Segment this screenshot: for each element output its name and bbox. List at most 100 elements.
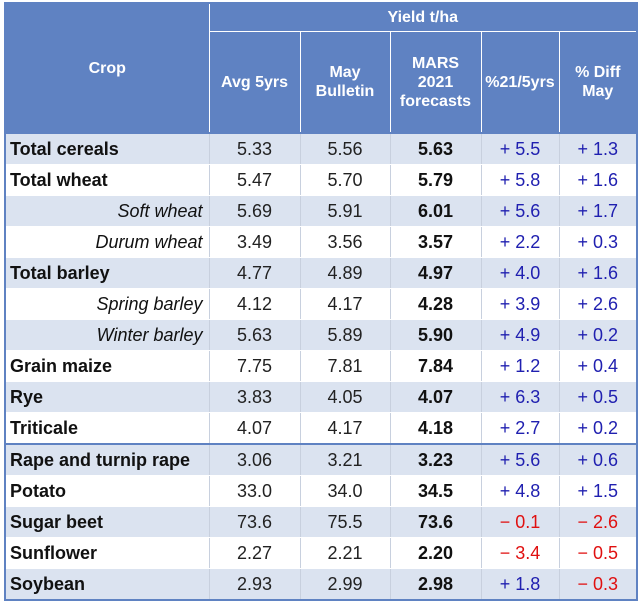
cell-avg-5yrs: 33.0 [208, 475, 301, 507]
cell-mars-forecast: 5.90 [389, 319, 482, 351]
cell-crop: Total wheat [4, 164, 210, 196]
cell-crop: Potato [4, 475, 210, 507]
cell-may-bulletin: 75.5 [299, 506, 391, 538]
table-body: Total cereals 5.33 5.56 5.63 + 5.5 + 1.3 Total… [4, 132, 638, 601]
header-mars-forecasts: MARS 2021 forecasts [389, 31, 482, 134]
cell-mars-forecast: 2.98 [389, 568, 482, 601]
cell-pct-21-5yrs: + 4.0 [480, 257, 560, 289]
table-row: Durum wheat 3.49 3.56 3.57 + 2.2 + 0.3 [4, 226, 638, 258]
table-row: Grain maize 7.75 7.81 7.84 + 1.2 + 0.4 [4, 350, 638, 382]
cell-pct-21-5yrs: − 0.1 [480, 506, 560, 538]
cell-pct-21-5yrs: + 4.8 [480, 475, 560, 507]
cell-mars-forecast: 34.5 [389, 475, 482, 507]
cell-may-bulletin: 7.81 [299, 350, 391, 382]
cell-may-bulletin: 4.17 [299, 288, 391, 320]
table-row: Total barley 4.77 4.89 4.97 + 4.0 + 1.6 [4, 257, 638, 289]
crop-yield-table-container: Crop Yield t/ha Avg 5yrs May Bulletin MA… [4, 2, 638, 601]
header-mars-line1: MARS [411, 54, 460, 72]
cell-pct-diff-may: + 1.3 [558, 132, 638, 165]
cell-pct-21-5yrs: + 4.9 [480, 319, 560, 351]
cell-pct-diff-may: − 0.3 [558, 568, 638, 601]
cell-crop: Grain maize [4, 350, 210, 382]
cell-mars-forecast: 4.18 [389, 412, 482, 445]
cell-mars-forecast: 3.23 [389, 443, 482, 476]
cell-avg-5yrs: 5.47 [208, 164, 301, 196]
cell-pct-21-5yrs: + 5.5 [480, 132, 560, 165]
cell-mars-forecast: 5.79 [389, 164, 482, 196]
cell-may-bulletin: 3.56 [299, 226, 391, 258]
table-row: Triticale 4.07 4.17 4.18 + 2.7 + 0.2 [4, 412, 638, 445]
cell-avg-5yrs: 3.83 [208, 381, 301, 413]
cell-crop: Soybean [4, 568, 210, 601]
cell-may-bulletin: 3.21 [299, 443, 391, 476]
cell-pct-diff-may: + 0.2 [558, 412, 638, 445]
header-mars-line2: 2021 [417, 73, 454, 91]
cell-pct-21-5yrs: + 2.2 [480, 226, 560, 258]
cell-avg-5yrs: 73.6 [208, 506, 301, 538]
cell-crop: Sugar beet [4, 506, 210, 538]
cell-crop: Winter barley [4, 319, 210, 351]
cell-mars-forecast: 5.63 [389, 132, 482, 165]
cell-may-bulletin: 4.05 [299, 381, 391, 413]
cell-avg-5yrs: 5.69 [208, 195, 301, 227]
cell-mars-forecast: 73.6 [389, 506, 482, 538]
table-row: Sunflower 2.27 2.21 2.20− 3.4− 0.5 [4, 537, 638, 569]
cell-mars-forecast: 2.20 [389, 537, 482, 569]
header-may-bulletin-line2: Bulletin [315, 83, 375, 100]
cell-avg-5yrs: 2.93 [208, 568, 301, 601]
cell-may-bulletin: 5.70 [299, 164, 391, 196]
table-row: Potato 33.0 34.0 34.5 + 4.8 + 1.5 [4, 475, 638, 507]
cell-may-bulletin: 5.89 [299, 319, 391, 351]
cell-avg-5yrs: 5.63 [208, 319, 301, 351]
cell-pct-diff-may: + 0.4 [558, 350, 638, 382]
table-row: Winter barley 5.63 5.89 5.90 + 4.9 + 0.2 [4, 319, 638, 351]
table-row: Rape and turnip rape 3.06 3.21 3.23 + 5.6 + 0… [4, 443, 638, 476]
cell-pct-21-5yrs: + 1.2 [480, 350, 560, 382]
table-row: Soft wheat 5.69 5.91 6.01 + 5.6 + 1.7 [4, 195, 638, 227]
cell-crop: Durum wheat [4, 226, 210, 258]
cell-pct-diff-may: − 0.5 [558, 537, 638, 569]
cell-crop: Total barley [4, 257, 210, 289]
cell-may-bulletin: 4.17 [299, 412, 391, 445]
table-row: Rye 3.83 4.05 4.07 + 6.3 + 0.5 [4, 381, 638, 413]
cell-pct-21-5yrs: + 5.6 [480, 443, 560, 476]
cell-avg-5yrs: 2.27 [208, 537, 301, 569]
header-may-bulletin-line1: May [329, 64, 361, 81]
cell-may-bulletin: 34.0 [299, 475, 391, 507]
crop-yield-table: Crop Yield t/ha Avg 5yrs May Bulletin MA… [4, 2, 638, 601]
cell-avg-5yrs: 4.12 [208, 288, 301, 320]
cell-pct-diff-may: + 0.2 [558, 319, 638, 351]
cell-avg-5yrs: 7.75 [208, 350, 301, 382]
cell-avg-5yrs: 3.06 [208, 443, 301, 476]
header-yield-group: Yield t/ha [208, 2, 638, 32]
cell-pct-diff-may: − 2.6 [558, 506, 638, 538]
cell-pct-diff-may: + 0.5 [558, 381, 638, 413]
cell-mars-forecast: 4.28 [389, 288, 482, 320]
cell-mars-forecast: 4.97 [389, 257, 482, 289]
header-crop: Crop [4, 2, 210, 134]
cell-crop: Rye [4, 381, 210, 413]
cell-crop: Soft wheat [4, 195, 210, 227]
cell-mars-forecast: 4.07 [389, 381, 482, 413]
cell-avg-5yrs: 4.77 [208, 257, 301, 289]
cell-avg-5yrs: 5.33 [208, 132, 301, 165]
cell-may-bulletin: 2.99 [299, 568, 391, 601]
table-row: Soybean 2.93 2.99 2.98 + 1.8− 0.3 [4, 568, 638, 601]
cell-pct-21-5yrs: + 5.6 [480, 195, 560, 227]
cell-mars-forecast: 6.01 [389, 195, 482, 227]
header-may-bulletin: May Bulletin [299, 31, 391, 134]
cell-pct-diff-may: + 1.5 [558, 475, 638, 507]
cell-pct-21-5yrs: + 6.3 [480, 381, 560, 413]
table-row: Total cereals 5.33 5.56 5.63 + 5.5 + 1.3 [4, 132, 638, 165]
cell-pct-21-5yrs: − 3.4 [480, 537, 560, 569]
cell-pct-diff-may: + 2.6 [558, 288, 638, 320]
cell-crop: Triticale [4, 412, 210, 445]
cell-pct-diff-may: + 1.6 [558, 257, 638, 289]
cell-may-bulletin: 5.56 [299, 132, 391, 165]
cell-pct-diff-may: + 0.3 [558, 226, 638, 258]
header-avg-5yrs: Avg 5yrs [208, 31, 301, 134]
cell-avg-5yrs: 4.07 [208, 412, 301, 445]
table-row: Sugar beet 73.6 75.5 73.6− 0.1− 2.6 [4, 506, 638, 538]
header-mars-line3: forecasts [399, 92, 472, 110]
cell-pct-21-5yrs: + 1.8 [480, 568, 560, 601]
